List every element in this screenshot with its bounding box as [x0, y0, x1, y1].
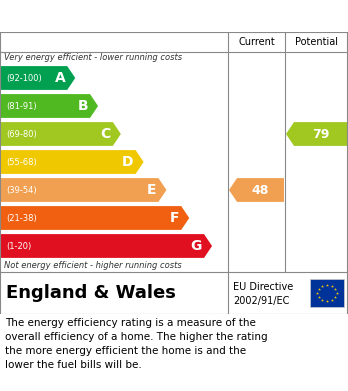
Text: Potential: Potential	[295, 37, 338, 47]
Polygon shape	[1, 234, 212, 258]
Text: E: E	[147, 183, 157, 197]
Text: (92-100): (92-100)	[6, 74, 42, 83]
Text: England & Wales: England & Wales	[6, 284, 176, 302]
Polygon shape	[1, 206, 189, 230]
Text: 2002/91/EC: 2002/91/EC	[233, 296, 290, 307]
Polygon shape	[1, 94, 98, 118]
Polygon shape	[1, 150, 144, 174]
Text: EU Directive: EU Directive	[233, 282, 293, 292]
Text: 48: 48	[252, 183, 269, 197]
Text: Very energy efficient - lower running costs: Very energy efficient - lower running co…	[4, 54, 182, 63]
Text: (39-54): (39-54)	[6, 185, 37, 194]
Text: (69-80): (69-80)	[6, 129, 37, 138]
Text: (55-68): (55-68)	[6, 158, 37, 167]
Text: (81-91): (81-91)	[6, 102, 37, 111]
Text: F: F	[170, 211, 179, 225]
Polygon shape	[1, 66, 75, 90]
Text: (21-38): (21-38)	[6, 213, 37, 222]
Polygon shape	[1, 122, 121, 146]
Text: B: B	[77, 99, 88, 113]
Text: 79: 79	[312, 127, 329, 140]
Text: G: G	[191, 239, 202, 253]
Text: Not energy efficient - higher running costs: Not energy efficient - higher running co…	[4, 262, 182, 271]
Polygon shape	[1, 178, 166, 202]
Text: The energy efficiency rating is a measure of the
overall efficiency of a home. T: The energy efficiency rating is a measur…	[5, 318, 268, 370]
Text: D: D	[122, 155, 134, 169]
Text: (1-20): (1-20)	[6, 242, 31, 251]
Polygon shape	[286, 122, 347, 146]
Text: C: C	[101, 127, 111, 141]
Bar	[310, 279, 344, 307]
Text: A: A	[55, 71, 65, 85]
Text: Energy Efficiency Rating: Energy Efficiency Rating	[8, 9, 218, 23]
Polygon shape	[229, 178, 284, 202]
Text: Current: Current	[238, 37, 275, 47]
